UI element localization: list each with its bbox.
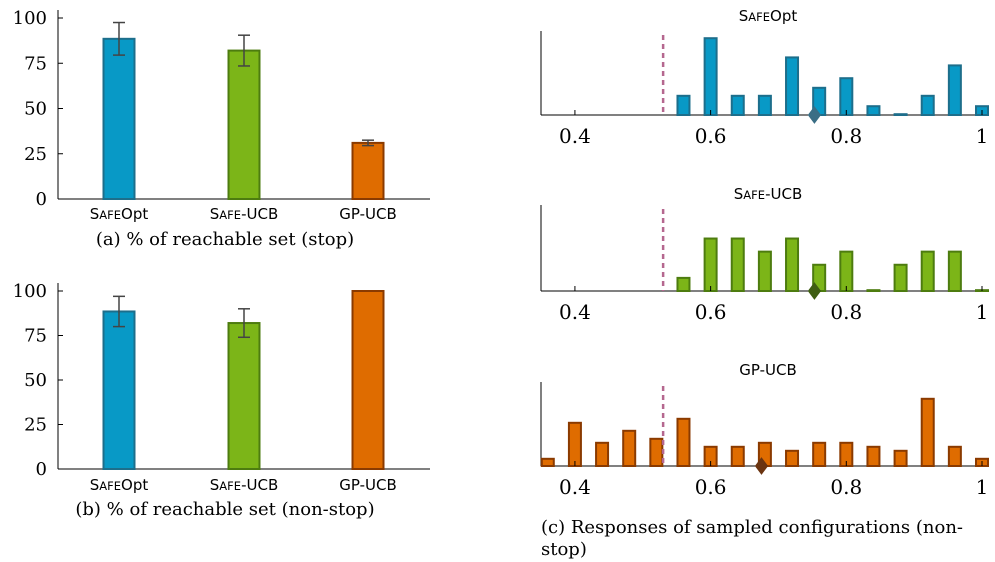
caption-c: (c) Responses of sampled configurations … [541,517,963,560]
y-tick-label: 0 [36,459,47,480]
x-category-label: SAFE-UCB [210,205,279,223]
histogram-bar [866,105,881,116]
histogram-bar [947,64,962,116]
histogram-bar [839,250,854,292]
histogram-bar [866,289,881,292]
caption-a: (a) % of reachable set (stop) [96,229,354,250]
y-tick-label: 0 [36,189,47,210]
x-tick-label: 0.4 [559,475,591,499]
subplot-title: GP-UCB [739,361,797,379]
x-category-label: GP-UCB [339,476,397,494]
bar-gp-ucb [351,141,385,200]
histogram-bar [676,276,691,293]
histogram-bar [785,237,800,293]
histogram-bar [785,449,800,467]
histogram-bar [622,429,637,467]
x-tick-label: 0.8 [830,300,862,324]
y-tick-label: 100 [13,281,47,302]
histogram-bar [703,237,718,293]
chart-panel-a: 0 25 50 75 100 SAFEOpt SAFE-UCB GP-UCB [13,8,430,223]
x-category-label: GP-UCB [339,205,397,223]
bar-safeopt [102,310,136,470]
histogram-bar [893,263,908,293]
x-tick-label: 0.4 [559,124,591,148]
histogram-bar [567,421,582,467]
subplot-title: SAFEOpt [739,7,798,25]
histogram-bar [920,397,935,467]
y-tick-label: 25 [24,415,47,436]
bar-safeopt [102,37,136,200]
subplot-title: SAFE-UCB [734,185,803,203]
subplot-gp-ucb: GP-UCB 0.4 0.6 0.8 1 [540,361,989,499]
x-tick-label: 0.6 [695,475,727,499]
histogram-bar [676,94,691,117]
histogram-bar [893,449,908,467]
y-tick-label: 25 [24,144,47,165]
histogram-bar [839,77,854,116]
x-tick-label: 0.4 [559,300,591,324]
histogram-bar [757,250,772,292]
histogram-bar [866,445,881,467]
x-category-label: SAFEOpt [90,476,149,494]
x-tick-label: 0.8 [830,475,862,499]
x-category-label: SAFE-UCB [210,476,279,494]
x-tick-label: 0.8 [830,124,862,148]
histogram-bar [595,441,610,467]
histogram-bar [676,417,691,467]
optimum-marker [807,106,822,124]
subplot-safeopt: SAFEOpt 0.4 0.6 0.8 1 [540,7,989,148]
histogram-bar [540,457,555,467]
caption-b: (b) % of reachable set (non-stop) [75,499,374,520]
histogram-bar [730,94,745,117]
bar-gp-ucb [351,290,385,470]
bar-safe-ucb [227,49,261,200]
chart-panel-b: 0 25 50 75 100 SAFEOpt SAFE-UCB GP-UCB [13,281,430,494]
histogram-bar [649,437,664,467]
histogram-bar [730,445,745,467]
histogram-bar [703,37,718,117]
histogram-bar [920,250,935,292]
x-tick-label: 0.6 [695,124,727,148]
optimum-marker [754,457,769,475]
histogram-bar [757,94,772,117]
x-tick-label: 1 [976,300,989,324]
x-category-label: SAFEOpt [90,205,149,223]
histogram-bar [812,441,827,467]
x-tick-label: 1 [976,124,989,148]
subplot-safe-ucb: SAFE-UCB 0.4 0.6 0.8 1 [540,185,989,324]
histogram-bar [920,94,935,117]
histogram-bar [730,237,745,293]
histogram-bar [947,250,962,292]
histogram-bar [785,56,800,116]
histogram-bar [893,113,908,116]
optimum-marker [807,282,822,300]
y-tick-label: 75 [24,53,47,74]
y-tick-label: 75 [24,326,47,347]
y-tick-label: 100 [13,8,47,29]
x-tick-label: 1 [976,475,989,499]
y-tick-label: 50 [24,370,47,391]
histogram-bar [947,445,962,467]
bar-safe-ucb [227,322,261,471]
y-tick-label: 50 [24,99,47,120]
x-tick-label: 0.6 [695,300,727,324]
